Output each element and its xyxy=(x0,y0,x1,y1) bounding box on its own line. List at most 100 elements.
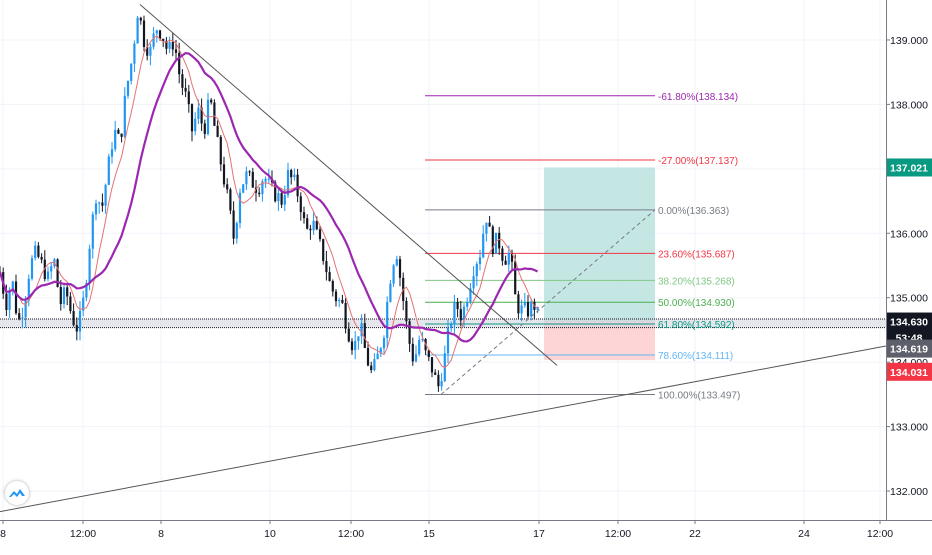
candle-body xyxy=(501,248,504,261)
candle-body xyxy=(18,313,21,319)
candle-body xyxy=(514,261,517,295)
candle-body xyxy=(526,302,530,317)
moving-average-fast xyxy=(0,35,538,369)
fib-level-labels: -61.80%(138.134) -27.00%(137.137) 0.00%(13… xyxy=(658,92,740,402)
candle-body xyxy=(107,156,110,185)
fib-level-label: 23.60%(135.687) xyxy=(658,249,735,260)
candle-body xyxy=(114,129,117,150)
price-label-text: 134.630 xyxy=(890,317,928,329)
candle-body xyxy=(213,102,216,126)
candle-body xyxy=(238,192,242,224)
candle-body xyxy=(357,336,360,342)
candle-body xyxy=(21,317,24,319)
price-label-text: 134.031 xyxy=(890,367,928,379)
candle-body xyxy=(267,178,270,180)
candle-body xyxy=(101,202,104,206)
target-zone xyxy=(544,167,655,322)
candle-body xyxy=(139,17,142,21)
time-tick-label: 24 xyxy=(798,528,810,540)
candle-body xyxy=(46,271,50,280)
candle-body xyxy=(370,365,373,371)
candle-body xyxy=(421,339,424,341)
price-label-box xyxy=(887,339,932,358)
candle-body xyxy=(200,107,203,124)
candle-body xyxy=(408,321,411,344)
candle-body xyxy=(328,272,331,282)
fib-trend-line xyxy=(440,209,656,395)
candle-body xyxy=(386,301,389,338)
time-tick-label: 22 xyxy=(689,528,701,540)
candle-body xyxy=(258,192,261,195)
time-tick-label: 17 xyxy=(533,528,545,540)
candle-body xyxy=(194,118,197,132)
candle-body xyxy=(149,46,152,56)
candle-body xyxy=(434,372,437,375)
candle-body xyxy=(414,354,418,362)
candle-body xyxy=(462,306,466,321)
candle-body xyxy=(306,218,309,229)
candle-body xyxy=(325,261,328,273)
candle-body xyxy=(91,214,94,249)
candle-body xyxy=(491,226,494,254)
price-tick-label: 138.000 xyxy=(890,99,928,111)
candle-body xyxy=(520,305,523,314)
drawing-tools xyxy=(0,95,886,396)
grid xyxy=(0,0,886,520)
candle-body xyxy=(523,302,526,306)
candle-body xyxy=(187,91,190,105)
candle-body xyxy=(453,301,456,325)
candle-body xyxy=(293,174,296,178)
candlestick-series xyxy=(0,15,539,392)
candle-body xyxy=(75,325,78,332)
candle-body xyxy=(485,222,488,234)
candle-body xyxy=(123,95,126,137)
candle-body xyxy=(30,258,34,279)
candle-body xyxy=(162,38,165,41)
candle-body xyxy=(178,52,181,75)
candle-body xyxy=(232,210,235,239)
candle-body xyxy=(126,80,130,96)
time-tick-label: 12:00 xyxy=(338,528,364,540)
candle-body xyxy=(469,288,472,303)
candle-body xyxy=(165,40,168,49)
fib-level-label: -61.80%(138.134) xyxy=(658,92,738,103)
candle-body xyxy=(40,256,43,260)
candle-body xyxy=(472,276,475,289)
candle-body xyxy=(219,136,222,165)
candle-body xyxy=(482,233,485,258)
candle-body xyxy=(283,195,286,205)
fib-level-label: 0.00%(136.363) xyxy=(658,206,729,217)
candle-body xyxy=(446,327,450,354)
candle-body xyxy=(136,17,139,44)
moving-averages xyxy=(0,35,539,369)
candle-body xyxy=(280,193,283,205)
candle-body xyxy=(341,299,344,303)
candle-body xyxy=(302,212,306,219)
candle-body xyxy=(69,296,72,312)
tradingview-logo[interactable] xyxy=(5,481,29,505)
price-tick-label: 133.000 xyxy=(890,422,928,434)
price-label-box xyxy=(887,312,932,331)
candle-body xyxy=(210,99,213,103)
candle-body xyxy=(168,42,171,49)
candle-body xyxy=(133,43,136,64)
candle-body xyxy=(152,33,155,47)
candle-body xyxy=(459,309,462,321)
candle-body xyxy=(184,87,187,92)
candle-body xyxy=(171,42,174,50)
price-tick-label: 139.000 xyxy=(890,35,928,47)
candle-body xyxy=(296,174,299,197)
candle-body xyxy=(261,181,264,195)
candle-body xyxy=(322,239,325,262)
candle-body xyxy=(315,220,318,230)
candle-body xyxy=(430,357,434,373)
candle-body xyxy=(120,133,123,137)
candle-body xyxy=(382,337,386,349)
candle-body xyxy=(437,374,440,387)
candle-body xyxy=(427,350,430,358)
candle-body xyxy=(466,302,469,307)
candle-body xyxy=(197,107,200,119)
fib-level-label: 78.60%(134.111) xyxy=(658,351,733,362)
